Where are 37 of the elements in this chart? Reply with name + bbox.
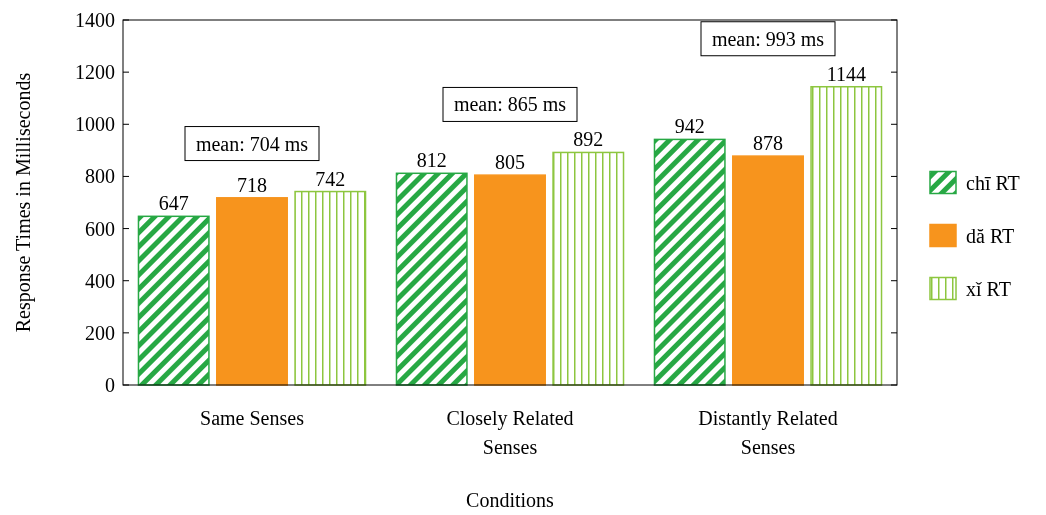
bar [810,85,883,386]
annotation: mean: 993 ms [711,27,825,50]
bar [474,174,546,386]
data-label: 942 [674,115,705,138]
data-label: 742 [315,167,346,190]
x-tick-label: Closely Related Senses [446,407,574,458]
data-label: 892 [573,128,604,151]
y-axis-title: Response Times in Milliseconds [12,72,35,333]
y-tick-label: 1200 [75,61,115,84]
data-label: 878 [753,132,783,155]
y-tick-label: 200 [85,321,115,344]
bar [395,172,468,386]
legend-label: dă RT [966,224,1015,247]
y-tick-label: 600 [85,217,115,240]
bar [216,197,288,386]
y-tick-label: 400 [85,269,115,292]
data-label: 812 [416,149,447,172]
y-tick-label: 800 [85,165,115,188]
data-label: 805 [495,151,525,174]
y-tick-label: 0 [105,374,115,396]
annotation: mean: 865 ms [453,93,567,116]
bar [653,138,726,386]
bar [294,190,367,386]
y-tick-label: 1400 [75,9,115,31]
legend-label: xǐ RT [966,277,1011,300]
x-tick-label: Same Senses [200,407,305,429]
bar [137,215,210,386]
y-tick-label: 1000 [75,113,115,136]
x-tick-label: Distantly Related Senses [698,407,838,458]
legend-label: chī RT [966,171,1020,194]
data-label: 1144 [826,62,866,85]
data-label: 718 [237,173,267,196]
annotation: mean: 704 ms [195,132,309,155]
bar [552,151,625,386]
x-axis-title: Conditions [466,489,555,511]
bar [732,155,804,386]
data-label: 647 [158,192,189,215]
